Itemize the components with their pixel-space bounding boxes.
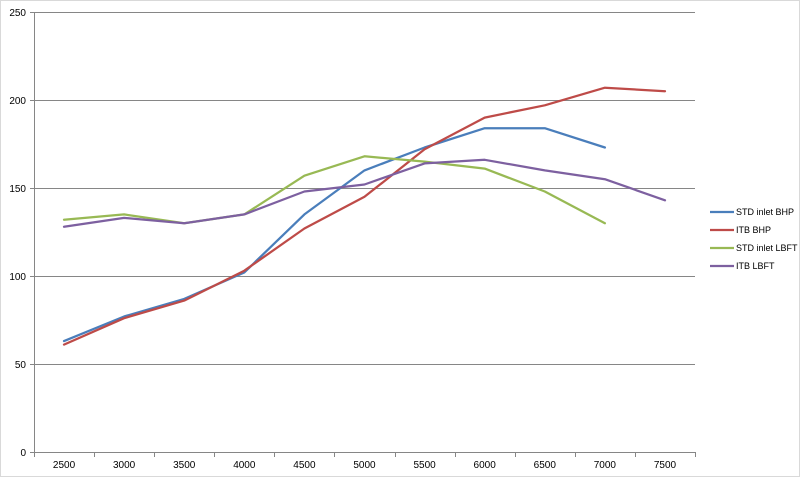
x-tick-label: 5500 <box>413 460 436 471</box>
x-tick-label: 6500 <box>534 460 557 471</box>
x-tick-label: 5000 <box>353 460 376 471</box>
x-tick-label: 3000 <box>113 460 136 471</box>
y-axis-ticks: 0 50 100 150 200 250 <box>9 8 34 459</box>
y-tick-label: 250 <box>9 8 26 19</box>
legend-label: ITB BHP <box>736 225 771 235</box>
y-tick-label: 200 <box>9 96 26 107</box>
legend: STD inlet BHP ITB BHP STD inlet LBFT ITB LB… <box>710 207 798 271</box>
legend-label: STD inlet LBFT <box>736 243 798 253</box>
x-tick-label: 4000 <box>233 460 256 471</box>
series-line <box>62 155 607 225</box>
series-line <box>62 158 667 228</box>
x-tick-label: 3500 <box>173 460 196 471</box>
y-tick-label: 50 <box>15 360 27 371</box>
series-line <box>62 86 667 346</box>
axes <box>34 12 695 453</box>
legend-label: STD inlet BHP <box>736 207 794 217</box>
y-tick-label: 0 <box>20 448 26 459</box>
legend-label: ITB LBFT <box>736 261 775 271</box>
y-tick-label: 100 <box>9 272 26 283</box>
series-lines <box>62 86 667 346</box>
x-tick-label: 7000 <box>594 460 617 471</box>
x-axis-ticks: 2500 3000 3500 4000 4500 5000 5500 6000 6500 7000… <box>34 452 696 471</box>
x-tick-label: 2500 <box>53 460 76 471</box>
gridlines <box>34 12 695 365</box>
x-tick-label: 7500 <box>654 460 677 471</box>
x-tick-label: 6000 <box>474 460 497 471</box>
series-line <box>62 127 607 343</box>
y-tick-label: 150 <box>9 184 26 195</box>
x-tick-label: 4500 <box>293 460 316 471</box>
